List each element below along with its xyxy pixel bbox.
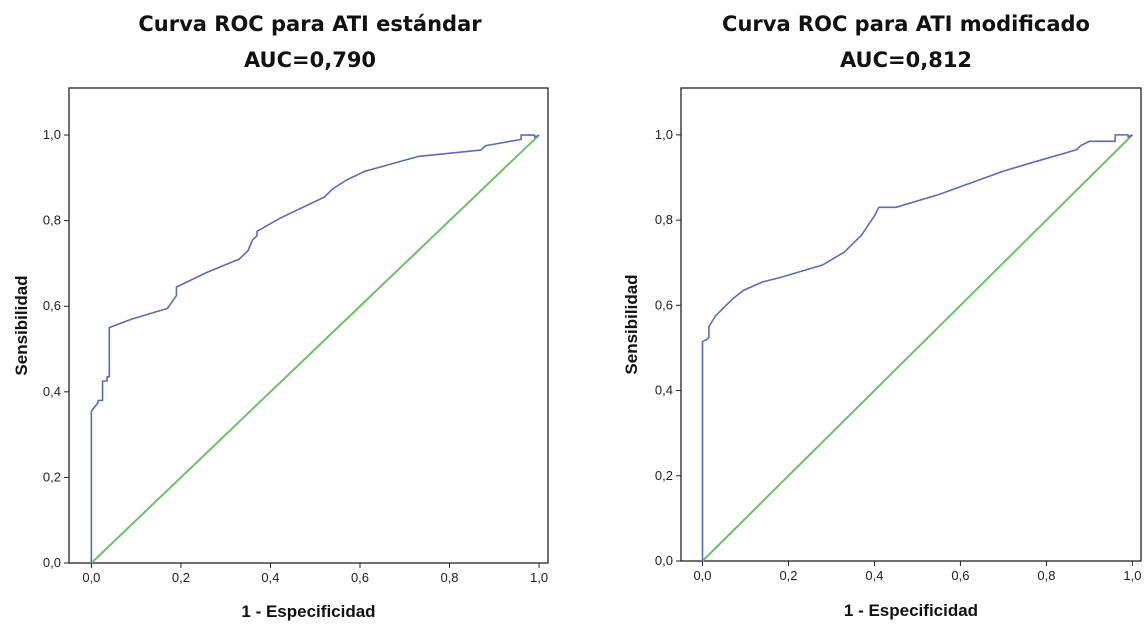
x-tick-label: 0,0 (82, 570, 100, 585)
chart-subtitle: AUC=0,790 (244, 48, 376, 72)
x-tick-label: 0,4 (261, 570, 279, 585)
chart-subtitle: AUC=0,812 (840, 48, 972, 72)
x-tick-label: 0,2 (172, 570, 190, 585)
y-tick-label: 0,8 (655, 212, 673, 227)
x-tick-label: 0,6 (951, 568, 969, 583)
chart-title: Curva ROC para ATI modificado (722, 12, 1090, 36)
y-tick-label: 0,6 (43, 298, 61, 313)
y-tick-label: 0,2 (43, 469, 61, 484)
roc-panel-1: Curva ROC para ATI estándar AUC=0,790 0,0 0… (12, 12, 549, 621)
reference-diagonal-line (701, 134, 1134, 562)
x-tick-label: 0,2 (779, 568, 797, 583)
y-tick-label: 0,0 (43, 555, 61, 570)
reference-diagonal-line (90, 134, 540, 564)
y-tick-label: 0,4 (43, 384, 61, 399)
y-tick-label: 1,0 (43, 127, 61, 142)
x-tick-label: 0,6 (351, 570, 369, 585)
x-tick-label: 0,8 (1037, 568, 1055, 583)
roc-curve-line (90, 134, 540, 563)
x-tick-label: 0,4 (865, 568, 883, 583)
x-tick-label: 1,0 (1123, 568, 1141, 583)
y-tick-label: 0,2 (655, 468, 673, 483)
x-tick-label: 0,8 (440, 570, 458, 585)
y-tick-label: 0,6 (655, 297, 673, 312)
x-tick-label: 1,0 (530, 570, 548, 585)
plot-area (680, 87, 1142, 562)
y-tick-label: 1,0 (655, 127, 673, 142)
y-tick-label: 0,8 (43, 213, 61, 228)
y-tick-label: 0,4 (655, 383, 673, 398)
x-tick-label: 0,0 (693, 568, 711, 583)
y-tick-label: 0,0 (655, 553, 673, 568)
roc-panel-2: Curva ROC para ATI modificado AUC=0,812 0,… (622, 12, 1142, 620)
plot-area (68, 87, 549, 564)
roc-curve-line (701, 134, 1133, 561)
y-axis-label: Sensibilidad (12, 275, 31, 375)
y-axis-label: Sensibilidad (622, 274, 641, 374)
x-axis-label: 1 - Especificidad (241, 602, 375, 621)
chart-title: Curva ROC para ATI estándar (138, 12, 482, 36)
x-axis-label: 1 - Especificidad (844, 601, 978, 620)
